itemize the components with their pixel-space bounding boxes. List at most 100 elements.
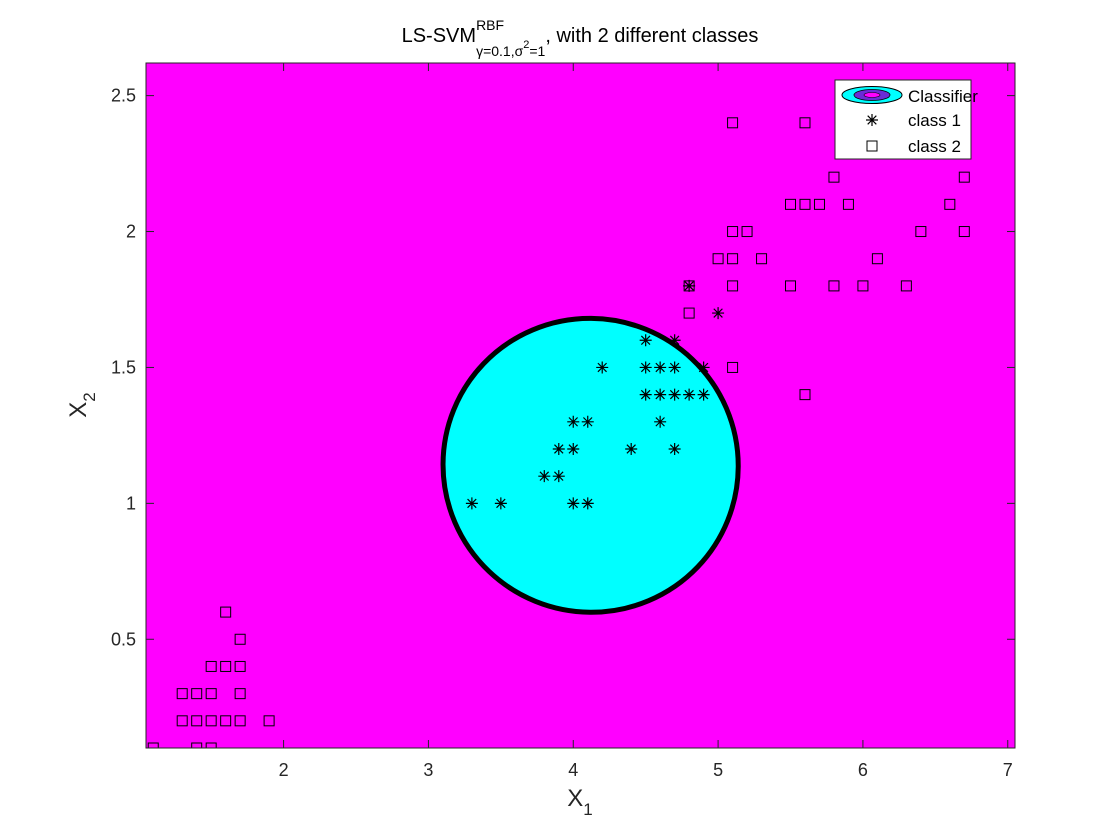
y-tick-label: 0.5	[111, 629, 136, 649]
class2-point	[727, 117, 739, 129]
class2-point	[756, 253, 768, 265]
x-axis-ticks: 2 3 4 5 6 7	[279, 63, 1013, 780]
title-suffix: , with 2 different classes	[545, 25, 758, 47]
class2-point	[727, 226, 739, 238]
class1-point	[683, 388, 696, 401]
markers-layer	[147, 117, 970, 748]
legend-swatch-inner	[863, 92, 881, 98]
class2-point	[871, 253, 883, 265]
class2-point	[234, 660, 246, 672]
class2-point	[842, 198, 854, 210]
x-axis-label-base: X	[567, 785, 583, 812]
class1-point	[712, 307, 725, 320]
legend-star-glyph	[866, 114, 878, 126]
class1-point	[552, 470, 565, 483]
class1-point	[668, 361, 681, 374]
class1-point	[567, 442, 580, 455]
legend-classifier-swatch	[841, 86, 903, 104]
class1-point-glyph	[639, 361, 652, 374]
y-tick-label: 2.5	[111, 86, 136, 106]
x-tick-label: 5	[713, 760, 723, 780]
title-superscript: RBF	[476, 17, 504, 33]
legend-label-classifier: Classifier	[908, 87, 978, 106]
class1-point-glyph	[668, 361, 681, 374]
class1-point	[552, 442, 565, 455]
class2-point	[727, 361, 739, 373]
class2-point	[857, 280, 869, 292]
class1-point-glyph	[712, 307, 725, 320]
class1-point-glyph	[567, 415, 580, 428]
legend-star-glyph-glyph	[866, 114, 878, 126]
y-tick-label: 2	[126, 222, 136, 242]
class1-point-glyph	[625, 442, 638, 455]
class1-point	[654, 388, 667, 401]
class1-point	[697, 361, 710, 374]
class2-point	[958, 226, 970, 238]
class2-point	[828, 280, 840, 292]
title-subscript-gamma: γ=0.1,	[476, 43, 515, 59]
class2-point	[191, 742, 203, 748]
y-axis-label-base: X	[65, 402, 92, 418]
class2-point	[727, 253, 739, 265]
class2-point	[263, 715, 275, 727]
class2-point	[220, 715, 232, 727]
class1-point	[668, 334, 681, 347]
class1-point-glyph	[639, 334, 652, 347]
class1-point-glyph	[668, 442, 681, 455]
class1-point	[567, 497, 580, 510]
class2-point	[683, 280, 695, 292]
class2-point	[191, 715, 203, 727]
class1-point	[581, 415, 594, 428]
class1-point	[567, 415, 580, 428]
title-subscript-sigma-exp: 2	[523, 39, 529, 51]
class2-point	[712, 253, 724, 265]
class1-point-glyph	[683, 388, 696, 401]
class1-point-glyph	[697, 361, 710, 374]
class2-point	[205, 715, 217, 727]
class2-point	[944, 198, 956, 210]
class1-point-glyph	[567, 497, 580, 510]
class1-point-glyph	[654, 361, 667, 374]
class2-point	[828, 171, 840, 183]
class2-point	[191, 688, 203, 700]
class1-point-glyph	[581, 497, 594, 510]
x-tick-label: 3	[423, 760, 433, 780]
class2-point	[234, 688, 246, 700]
class1-point-glyph	[552, 442, 565, 455]
legend-marker-class2	[866, 140, 878, 152]
class1-point-glyph	[581, 415, 594, 428]
class2-point	[176, 688, 188, 700]
class1-point-glyph	[697, 388, 710, 401]
y-axis-label-sub: 2	[80, 392, 99, 401]
class2-point	[205, 688, 217, 700]
class2-point	[205, 660, 217, 672]
class1-point-glyph	[668, 334, 681, 347]
class1-point	[639, 388, 652, 401]
y-tick-label: 1	[126, 493, 136, 513]
class1-point	[668, 442, 681, 455]
class1-point	[465, 497, 478, 510]
class1-point	[639, 334, 652, 347]
class1-point-glyph	[567, 442, 580, 455]
class1-point	[581, 497, 594, 510]
class1-point	[697, 388, 710, 401]
class1-point	[654, 415, 667, 428]
class1-point	[625, 442, 638, 455]
class2-point	[234, 633, 246, 645]
class1-point	[494, 497, 507, 510]
class2-point	[900, 280, 912, 292]
class2-point	[741, 226, 753, 238]
x-axis-label-sub: 1	[583, 800, 592, 819]
class2-point	[220, 606, 232, 618]
class1-point-glyph	[596, 361, 609, 374]
x-tick-label: 2	[279, 760, 289, 780]
class2-point	[915, 226, 927, 238]
class1-point	[654, 361, 667, 374]
class2-point	[205, 742, 217, 748]
class2-point	[176, 715, 188, 727]
class2-point	[683, 307, 695, 319]
class1-point-glyph	[668, 388, 681, 401]
class1-point-glyph	[538, 470, 551, 483]
title-subscript-tail: =1	[529, 43, 545, 59]
